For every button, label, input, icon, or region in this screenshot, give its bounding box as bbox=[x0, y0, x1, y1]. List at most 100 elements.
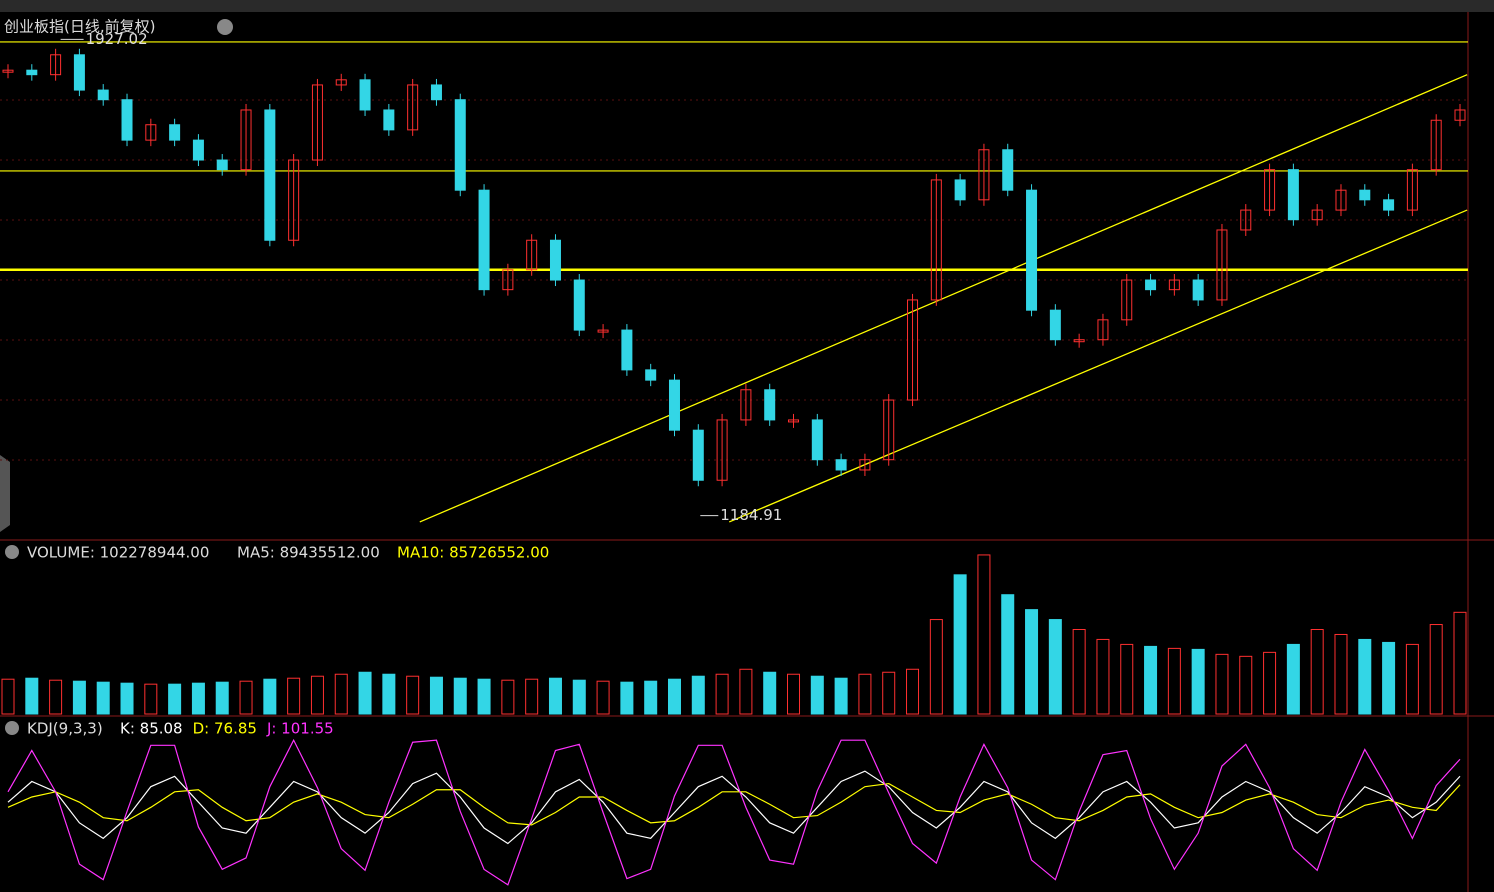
ma5-label: MA5: 89435512.00 bbox=[237, 544, 380, 562]
volume-bar bbox=[858, 673, 872, 715]
volume-bar bbox=[406, 675, 420, 715]
candle-body bbox=[383, 109, 395, 131]
candle-body bbox=[121, 99, 133, 141]
settings-button[interactable] bbox=[217, 19, 233, 35]
candle-body bbox=[668, 379, 680, 431]
candle-body bbox=[1192, 279, 1204, 301]
volume-bar bbox=[1144, 645, 1158, 715]
candle-body bbox=[1359, 189, 1371, 201]
candle-body bbox=[288, 159, 300, 241]
candle-body bbox=[1121, 279, 1133, 321]
candle-body bbox=[335, 79, 347, 86]
candle-body bbox=[978, 149, 990, 201]
candle-body bbox=[478, 189, 490, 291]
volume-bar bbox=[1, 678, 15, 715]
volume-bar bbox=[929, 619, 943, 715]
volume-bar bbox=[310, 675, 324, 715]
volume-title: VOLUME: 102278944.00 bbox=[27, 544, 209, 562]
kdj-title: KDJ(9,3,3) bbox=[27, 720, 103, 738]
volume-bar bbox=[120, 682, 134, 715]
candle-body bbox=[835, 459, 847, 471]
candle-body bbox=[1073, 339, 1085, 343]
volume-bar bbox=[49, 679, 63, 715]
high-label: 1927.02 bbox=[86, 30, 148, 48]
volume-bar bbox=[477, 678, 491, 715]
volume-bar bbox=[667, 678, 681, 715]
candle-body bbox=[692, 429, 704, 481]
volume-bar bbox=[906, 668, 920, 715]
candle-body bbox=[907, 299, 919, 401]
candle-body bbox=[407, 84, 419, 131]
candle-body bbox=[526, 239, 538, 271]
volume-bar bbox=[810, 675, 824, 715]
volume-bar bbox=[501, 679, 515, 715]
volume-bar bbox=[1025, 609, 1039, 715]
candle-body bbox=[311, 84, 323, 161]
volume-bar bbox=[191, 682, 205, 715]
volume-bar bbox=[382, 673, 396, 715]
volume-bar bbox=[1334, 633, 1348, 715]
volume-bar bbox=[1096, 638, 1110, 715]
candle-body bbox=[740, 389, 752, 421]
volume-bar bbox=[1405, 643, 1419, 715]
candle-body bbox=[502, 269, 514, 291]
candle-body bbox=[359, 79, 371, 111]
candle-body bbox=[454, 99, 466, 191]
candle-body bbox=[97, 89, 109, 101]
kdj-line bbox=[7, 782, 1461, 826]
candle-body bbox=[1311, 209, 1323, 221]
volume-bar bbox=[239, 680, 253, 715]
ma10-label: MA10: 85726552.00 bbox=[397, 544, 549, 562]
candle-body bbox=[954, 179, 966, 201]
candle-body bbox=[1145, 279, 1157, 291]
volume-bar bbox=[429, 676, 443, 715]
volume-bar bbox=[1310, 629, 1324, 715]
volume-bar bbox=[763, 671, 777, 715]
volume-bar bbox=[548, 677, 562, 715]
candle-body bbox=[50, 54, 62, 76]
candle-body bbox=[930, 179, 942, 301]
volume-bar bbox=[334, 673, 348, 715]
low-label: 1184.91 bbox=[720, 506, 782, 524]
legend-entry: J: 101.55 bbox=[266, 720, 334, 738]
volume-bar bbox=[644, 680, 658, 715]
volume-bar bbox=[596, 680, 610, 715]
candle-body bbox=[216, 159, 228, 171]
candle-body bbox=[621, 329, 633, 371]
volume-bar bbox=[1215, 653, 1229, 715]
volume-bar bbox=[1429, 624, 1443, 715]
volume-bar bbox=[715, 673, 729, 715]
side-handle[interactable] bbox=[0, 455, 10, 532]
menu-bar[interactable] bbox=[0, 0, 1494, 12]
volume-bar bbox=[1286, 643, 1300, 715]
volume-bar bbox=[691, 675, 705, 715]
candle-body bbox=[883, 399, 895, 461]
candle-body bbox=[716, 419, 728, 481]
candle-body bbox=[1216, 229, 1228, 301]
candle-body bbox=[1002, 149, 1014, 191]
panel-menu[interactable] bbox=[5, 721, 19, 735]
volume-bar bbox=[358, 671, 372, 715]
kdj-line bbox=[7, 738, 1461, 886]
candle-body bbox=[1168, 279, 1180, 291]
candle-body bbox=[859, 459, 871, 471]
panel-menu[interactable] bbox=[5, 545, 19, 559]
volume-bar bbox=[953, 574, 967, 715]
candle-body bbox=[573, 279, 585, 331]
candle-body bbox=[2, 69, 14, 73]
volume-bar bbox=[1453, 611, 1467, 715]
chart-title: 创业板指(日线,前复权) bbox=[4, 18, 155, 36]
candle-body bbox=[1383, 199, 1395, 211]
candle-body bbox=[240, 109, 252, 171]
volume-bar bbox=[453, 677, 467, 715]
candle-body bbox=[1454, 109, 1466, 121]
volume-bar bbox=[1263, 651, 1277, 715]
volume-bar bbox=[1167, 647, 1181, 715]
volume-bar bbox=[72, 680, 86, 715]
volume-bar bbox=[1239, 655, 1253, 715]
volume-bar bbox=[1120, 643, 1134, 715]
candle-body bbox=[1430, 119, 1442, 171]
candle-body bbox=[1335, 189, 1347, 211]
volume-bar bbox=[1191, 648, 1205, 715]
